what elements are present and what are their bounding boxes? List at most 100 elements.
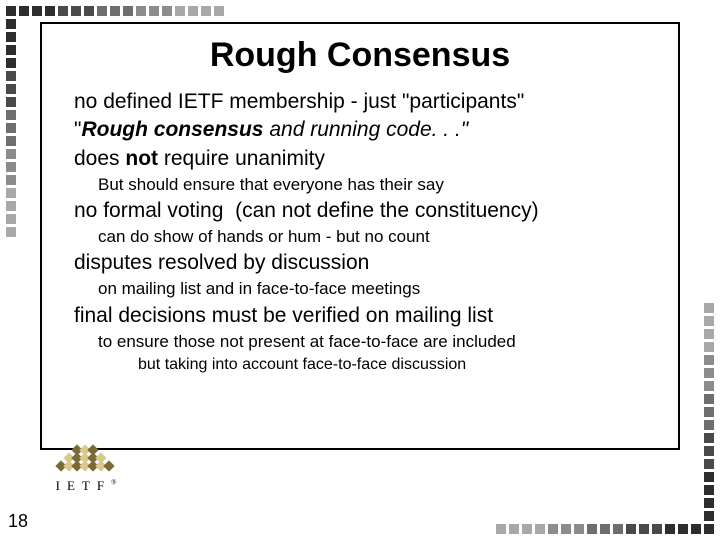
decor-square xyxy=(652,524,662,534)
decor-square xyxy=(704,498,714,508)
decor-square xyxy=(6,188,16,198)
decor-square xyxy=(704,485,714,495)
decor-square xyxy=(639,524,649,534)
decor-square xyxy=(704,420,714,430)
decor-square xyxy=(509,524,519,534)
page-number: 18 xyxy=(8,511,28,532)
decor-square xyxy=(6,32,16,42)
decor-square xyxy=(704,433,714,443)
decor-square xyxy=(574,524,584,534)
logo-diamond xyxy=(103,460,114,471)
slide-frame: Rough Consensus no defined IETF membersh… xyxy=(40,22,680,450)
decor-square xyxy=(704,446,714,456)
decor-square xyxy=(6,175,16,185)
text-segment: no defined IETF membership - just "parti… xyxy=(74,90,524,113)
text-segment: not xyxy=(125,147,158,170)
slide-text-line: disputes resolved by discussion xyxy=(74,250,654,276)
decor-square xyxy=(6,45,16,55)
decor-square xyxy=(201,6,211,16)
decor-square xyxy=(704,511,714,521)
decor-square xyxy=(188,6,198,16)
decor-square xyxy=(6,84,16,94)
decor-square xyxy=(704,524,714,534)
decor-top xyxy=(6,6,224,16)
slide-text-line: no formal voting (can not define the con… xyxy=(74,198,654,224)
decor-square xyxy=(19,6,29,16)
decor-square xyxy=(6,123,16,133)
decor-square xyxy=(704,329,714,339)
decor-square xyxy=(6,227,16,237)
decor-square xyxy=(704,381,714,391)
decor-square xyxy=(678,524,688,534)
decor-square xyxy=(704,316,714,326)
decor-square xyxy=(626,524,636,534)
decor-square xyxy=(6,71,16,81)
decor-square xyxy=(6,6,16,16)
slide-text-line: on mailing list and in face-to-face meet… xyxy=(98,278,654,300)
decor-square xyxy=(522,524,532,534)
decor-square xyxy=(32,6,42,16)
decor-square xyxy=(496,524,506,534)
text-segment: to ensure those not present at face-to-f… xyxy=(98,332,516,351)
logo-text: IETF® xyxy=(42,478,130,494)
text-segment: but taking into account face-to-face dis… xyxy=(138,356,466,373)
decor-square xyxy=(704,303,714,313)
slide-title: Rough Consensus xyxy=(66,36,654,75)
decor-square xyxy=(149,6,159,16)
decor-square xyxy=(613,524,623,534)
text-segment: can do show of hands or hum - but no cou… xyxy=(98,227,430,246)
decor-square xyxy=(704,407,714,417)
decor-square xyxy=(6,19,16,29)
decor-square xyxy=(6,162,16,172)
slide-text-line: "Rough consensus and running code. . ." xyxy=(74,117,654,143)
slide-text-line: can do show of hands or hum - but no cou… xyxy=(98,226,654,248)
decor-square xyxy=(84,6,94,16)
text-segment: on mailing list and in face-to-face meet… xyxy=(98,279,420,298)
slide-body: no defined IETF membership - just "parti… xyxy=(66,89,654,376)
decor-square xyxy=(6,214,16,224)
slide-text-line: final decisions must be verified on mail… xyxy=(74,303,654,329)
slide-text-line: But should ensure that everyone has thei… xyxy=(98,174,654,196)
text-segment: disputes resolved by discussion xyxy=(74,251,369,274)
decor-square xyxy=(704,342,714,352)
decor-square xyxy=(136,6,146,16)
decor-square xyxy=(45,6,55,16)
text-segment: require unanimity xyxy=(158,147,325,170)
decor-square xyxy=(704,394,714,404)
decor-square xyxy=(97,6,107,16)
decor-square xyxy=(214,6,224,16)
text-segment: Rough consensus xyxy=(81,118,263,141)
ietf-logo: IETF® xyxy=(42,444,130,494)
slide-text-line: no defined IETF membership - just "parti… xyxy=(74,89,654,115)
text-segment: final decisions must be verified on mail… xyxy=(74,304,493,327)
decor-square xyxy=(561,524,571,534)
decor-square xyxy=(704,459,714,469)
slide-text-line: to ensure those not present at face-to-f… xyxy=(98,331,654,353)
decor-square xyxy=(162,6,172,16)
decor-square xyxy=(123,6,133,16)
decor-square xyxy=(6,149,16,159)
decor-square xyxy=(704,355,714,365)
decor-square xyxy=(535,524,545,534)
decor-right xyxy=(704,303,714,521)
decor-square xyxy=(175,6,185,16)
logo-diamonds xyxy=(51,444,121,474)
decor-square xyxy=(6,97,16,107)
decor-square xyxy=(6,201,16,211)
text-segment: no formal voting (can not define the con… xyxy=(74,199,539,222)
decor-bottom xyxy=(496,524,714,534)
decor-square xyxy=(548,524,558,534)
text-segment: does xyxy=(74,147,125,170)
slide-text-line: does not require unanimity xyxy=(74,146,654,172)
decor-square xyxy=(71,6,81,16)
decor-square xyxy=(110,6,120,16)
decor-square xyxy=(704,368,714,378)
text-segment: and running code. . ." xyxy=(264,118,469,141)
decor-square xyxy=(6,110,16,120)
decor-square xyxy=(6,58,16,68)
decor-square xyxy=(704,472,714,482)
decor-square xyxy=(600,524,610,534)
text-segment: But should ensure that everyone has thei… xyxy=(98,175,444,194)
decor-square xyxy=(691,524,701,534)
decor-square xyxy=(587,524,597,534)
